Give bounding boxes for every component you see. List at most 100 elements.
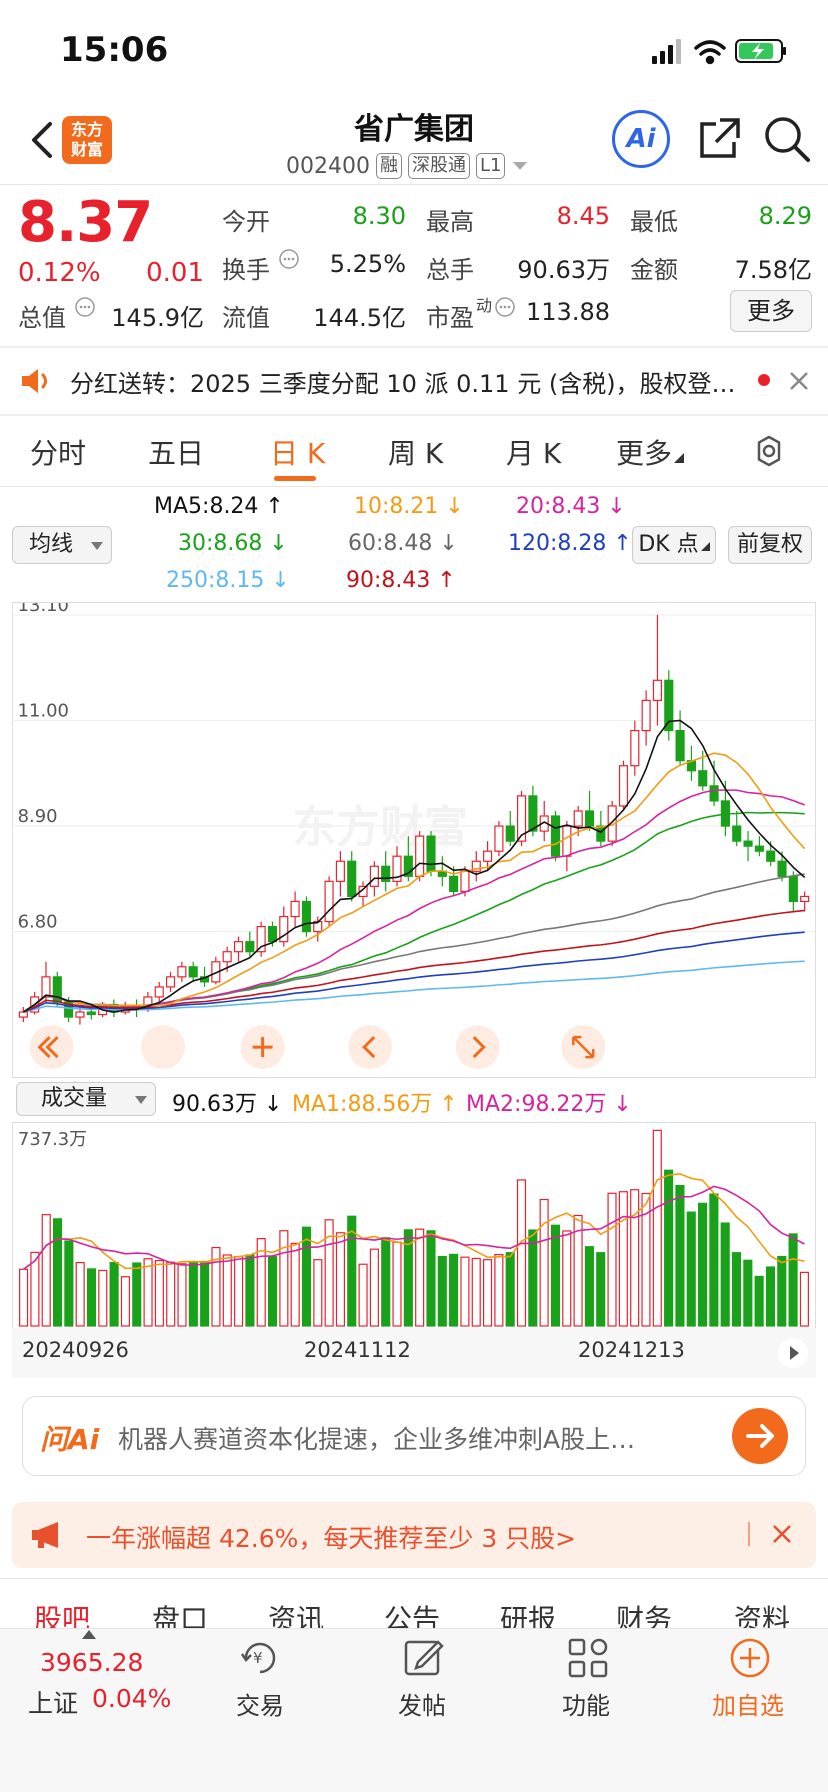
promo-banner[interactable] (12, 1502, 816, 1568)
tab-indicator (274, 476, 316, 481)
kline-chart[interactable]: 东方财富 13.10 11.00 8.90 6.80 (12, 602, 816, 1078)
ai-ask-bar[interactable] (22, 1396, 806, 1476)
candle-body (573, 810, 583, 827)
tab-weekly-k[interactable]: 周 K (388, 437, 444, 470)
nav-trade[interactable]: 交易 (236, 1692, 284, 1720)
volume-bar (313, 1259, 323, 1327)
volume-ma1-line (23, 1173, 805, 1270)
settings-icon[interactable] (752, 434, 786, 468)
notice-text[interactable]: 分红送转：2025 三季度分配 10 派 0.11 元 (含税)，股权登… (70, 370, 736, 398)
volume-bar (528, 1229, 538, 1327)
y-tick-label: 6.80 (18, 912, 58, 933)
candle-body (754, 845, 764, 852)
chart-controls[interactable] (29, 1025, 606, 1070)
volume-max-label: 737.3万 (18, 1129, 87, 1150)
volume-bar (449, 1253, 459, 1327)
nav-add-watchlist[interactable]: 加自选 (712, 1692, 784, 1720)
last-price: 8.37 (18, 190, 153, 255)
stock-code: 002400 (286, 153, 370, 179)
nav-functions[interactable]: 功能 (562, 1692, 610, 1720)
amount-label: 金额 (630, 256, 678, 284)
open-label: 今开 (222, 208, 270, 236)
volume-bar (607, 1192, 617, 1327)
ma60-legend: 60:8.48 ↓ (348, 531, 458, 556)
scroll-left-icon (348, 1025, 393, 1070)
volume-bar (460, 1256, 470, 1327)
watermark: 东方财富 (293, 802, 468, 853)
arrow-right-icon[interactable] (732, 1408, 788, 1464)
share-icon[interactable] (696, 116, 742, 162)
candle-body (449, 875, 459, 892)
candle-body (188, 966, 198, 978)
tab-intraday[interactable]: 分时 (30, 437, 87, 470)
promo-text[interactable]: 一年涨幅超 42.6%，每天推荐至少 3 只股> (86, 1524, 577, 1553)
volume-bar (731, 1252, 742, 1327)
caret-icon (674, 453, 685, 463)
volume-bar (562, 1230, 572, 1327)
high-label: 最高 (426, 208, 474, 236)
index-value[interactable]: 3965.28 (40, 1648, 144, 1677)
candle-body (426, 835, 436, 872)
volume-bar (550, 1224, 561, 1327)
amount-value: 7.58亿 (734, 256, 812, 284)
volume-bar (664, 1169, 674, 1327)
scroll-end-button[interactable] (778, 1338, 808, 1368)
index-name[interactable]: 上证 (28, 1689, 79, 1718)
edit-icon[interactable] (402, 1636, 446, 1680)
candle-body (494, 825, 504, 852)
volume-bar (211, 1246, 221, 1327)
info-icon[interactable] (74, 296, 96, 318)
volume-bar (743, 1259, 753, 1327)
tab-more[interactable]: 更多 (616, 432, 685, 472)
ai-prompt-text[interactable]: 机器人赛道资本化提速，企业多维冲刺A股上… (118, 1425, 636, 1454)
volume-chart[interactable]: 737.3万 (12, 1122, 816, 1328)
volume-bar (177, 1263, 187, 1327)
moving-averages (22, 719, 806, 1013)
nav-post[interactable]: 发帖 (398, 1692, 446, 1720)
volume-bar (415, 1228, 425, 1327)
candle-body (698, 770, 708, 787)
volume-bar (154, 1259, 164, 1327)
index-percent[interactable]: 0.04% (92, 1684, 172, 1713)
x-label: 20241112 (304, 1338, 411, 1362)
close-icon[interactable] (788, 370, 810, 392)
volume-current: 90.63万 ↓ (172, 1092, 283, 1117)
more-button[interactable]: 更多 (730, 290, 812, 332)
sub-indicator-selector[interactable]: 成交量 (16, 1082, 156, 1116)
volume-bar (720, 1222, 730, 1327)
divider (0, 486, 828, 487)
dk-point-button[interactable]: DK 点 (632, 526, 716, 564)
candle-body (154, 986, 164, 998)
chart-grid (13, 614, 815, 933)
adjust-button[interactable]: 前复权 (728, 526, 812, 564)
info-icon[interactable] (494, 296, 516, 318)
volume-bar (494, 1254, 504, 1327)
volume-bar (618, 1191, 628, 1327)
trade-icon[interactable]: ¥ (238, 1636, 282, 1680)
grid-icon[interactable] (566, 1636, 610, 1680)
search-icon[interactable] (762, 114, 812, 164)
candle-body (392, 855, 402, 882)
pe-superscript: 动 (476, 296, 493, 315)
volume-bar (369, 1248, 379, 1327)
status-time: 15:06 (60, 30, 169, 70)
back-icon[interactable] (22, 112, 62, 168)
volume-bar (754, 1275, 764, 1327)
speaker-icon (22, 369, 47, 393)
tab-daily-k[interactable]: 日 K (270, 437, 326, 470)
stock-subtitle[interactable]: 002400 融 深股通 L1 (286, 150, 529, 182)
turnover-label: 换手 (222, 256, 270, 284)
pe-label: 市盈 (426, 304, 474, 332)
ai-button[interactable]: Ai (612, 110, 670, 168)
volume-bar (482, 1259, 493, 1327)
indicator-selector[interactable]: 均线 (12, 526, 112, 564)
add-circle-icon[interactable] (728, 1636, 772, 1680)
close-icon[interactable] (772, 1524, 792, 1544)
y-axis-labels: 13.10 11.00 8.90 6.80 (18, 603, 69, 933)
candle-body (165, 976, 176, 988)
volume-bar (426, 1230, 436, 1327)
tab-five-day[interactable]: 五日 (148, 437, 205, 470)
info-icon[interactable] (278, 248, 300, 270)
tab-monthly-k[interactable]: 月 K (506, 437, 562, 470)
candle-body (618, 765, 629, 807)
